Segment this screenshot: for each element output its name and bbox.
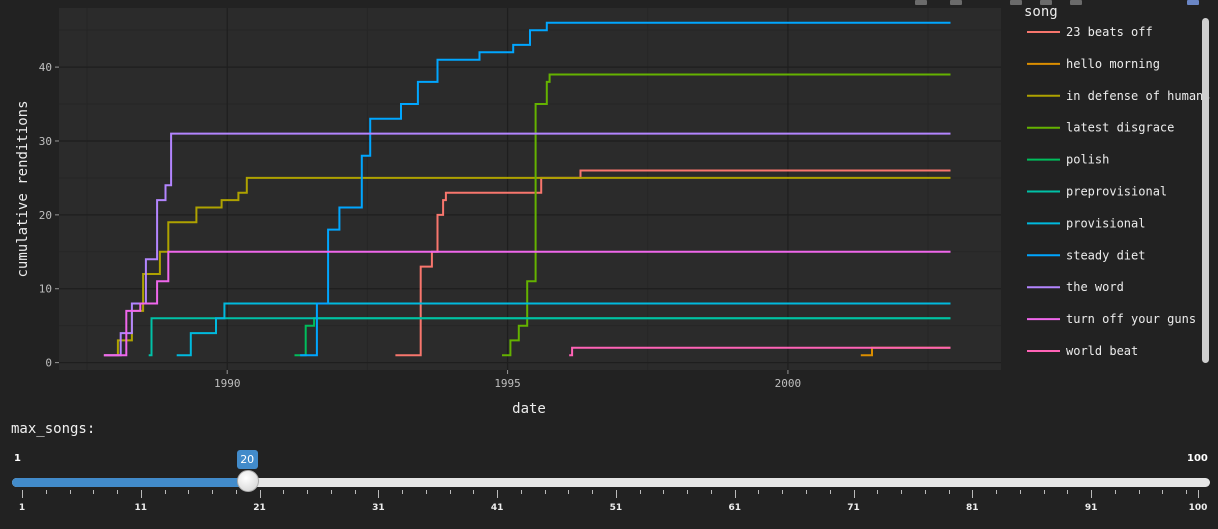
reset-axes-icon[interactable] [1070,0,1082,5]
y-tick-label: 10 [39,283,52,296]
y-tick-label: 40 [39,61,52,74]
x-tick-label: 1990 [214,377,241,390]
series-line-latest-disgrace[interactable] [502,73,951,357]
series-line-steady-diet[interactable] [300,21,951,357]
zoom-icon[interactable] [950,0,962,5]
slider-fill [12,478,248,487]
y-axis-title: cumulative renditions [15,100,31,277]
legend-item-label[interactable]: latest disgrace [1066,121,1174,135]
legend-item-label[interactable]: turn off your guns [1066,312,1196,326]
y-tick-label: 20 [39,209,52,222]
legend-item-label[interactable]: in defense of humans [1066,89,1211,103]
pan-icon[interactable] [1010,0,1022,5]
slider-min-label: 1 [14,453,21,464]
series-line-in-defense-of-humans[interactable] [103,176,951,357]
series-line-turn-off-your-guns[interactable] [103,250,951,357]
x-tick-label: 1995 [494,377,521,390]
legend-item-label[interactable]: polish [1066,153,1109,167]
x-tick-label: 2000 [775,377,802,390]
legend-scrollbar[interactable] [1202,18,1209,363]
legend-item-label[interactable]: preprovisional [1066,185,1167,199]
slider-track[interactable] [12,478,1210,487]
slider-value-bubble: 20 [236,450,258,469]
series-line-world-beat[interactable] [569,346,951,357]
axis-tick-labels: 0 10 20 30 40 1990 1995 2000 [39,61,801,390]
series-line-preprovisional[interactable] [148,317,951,357]
plot-panel [59,8,1001,370]
slider-handle[interactable] [236,470,259,492]
y-tick-label: 0 [45,357,52,370]
legend-title: song [1024,4,1058,20]
series-line-the-word[interactable] [103,132,951,357]
autoscale-icon[interactable] [1040,0,1052,5]
slider-label: max_songs: [11,421,96,437]
y-tick-label: 30 [39,135,52,148]
plotly-logo-icon[interactable] [1187,0,1199,5]
legend-item-label[interactable]: 23 beats off [1066,25,1153,39]
legend-item-label[interactable]: provisional [1066,216,1145,230]
slider-max-label: 100 [1187,453,1208,464]
x-axis-title: date [512,401,546,417]
legend-item-label[interactable]: steady diet [1066,248,1145,262]
camera-icon[interactable] [915,0,927,5]
legend-item-label[interactable]: world beat [1066,344,1138,358]
legend-item-label[interactable]: the word [1066,280,1124,294]
legend-item-label[interactable]: hello morning [1066,57,1160,71]
legend: song 23 beats off hello morning in defense… [1024,4,1211,358]
series-lines [103,21,951,357]
series-line-provisional[interactable] [176,302,951,357]
